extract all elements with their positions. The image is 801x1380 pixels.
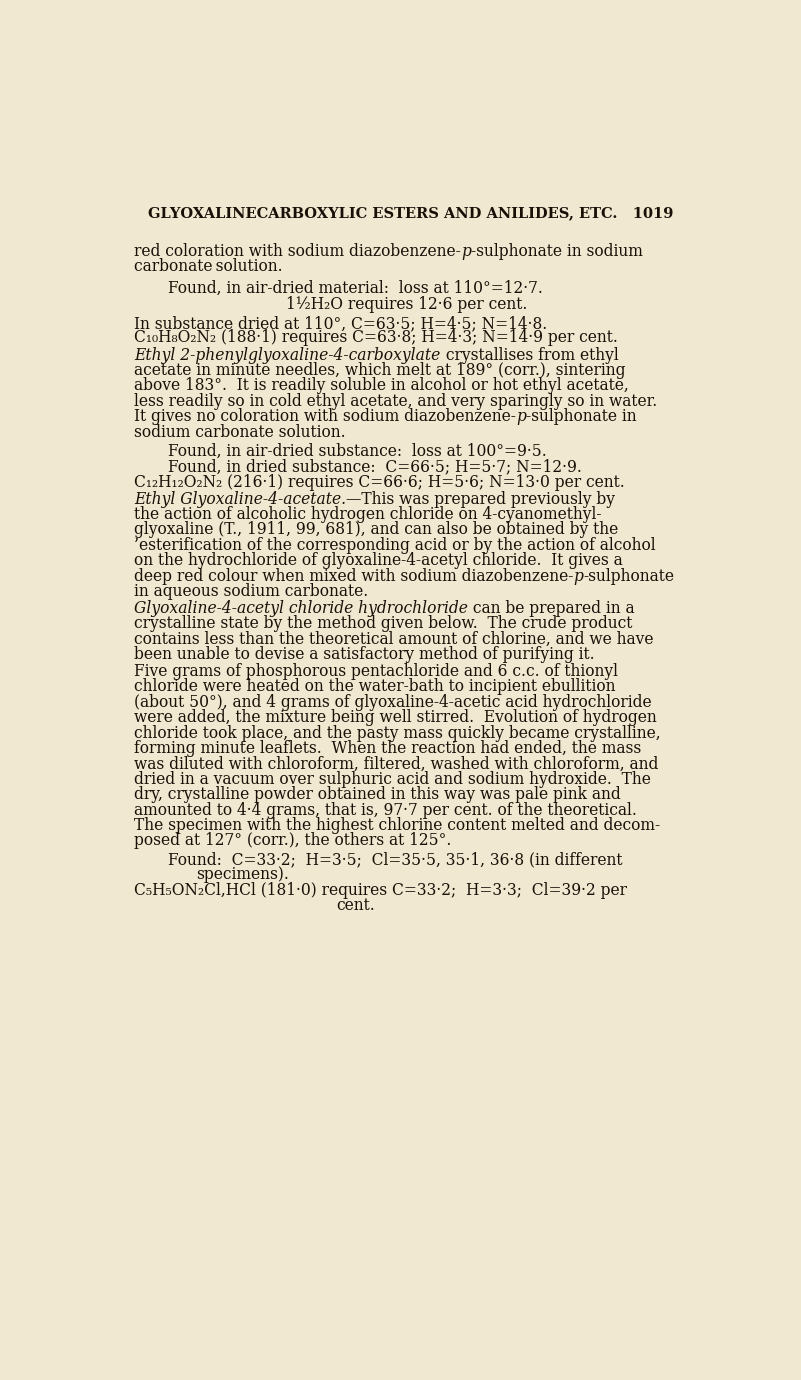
Text: The specimen with the highest chlorine content melted and decom-: The specimen with the highest chlorine c… — [135, 817, 660, 834]
Text: less readily so in cold ethyl acetate, and very sparingly so in water.: less readily so in cold ethyl acetate, a… — [135, 393, 658, 410]
Text: -sulphonate in: -sulphonate in — [526, 408, 637, 425]
Text: contains less than the theoretical amount of chlorine, and we have: contains less than the theoretical amoun… — [135, 631, 654, 647]
Text: dried in a vacuum over sulphuric acid and sodium hydroxide.  The: dried in a vacuum over sulphuric acid an… — [135, 771, 651, 788]
Text: Found:  C=33·2;  H=3·5;  Cl=35·5, 35·1, 36·8 (in different: Found: C=33·2; H=3·5; Cl=35·5, 35·1, 36·… — [168, 851, 623, 868]
Text: Five grams of phosphorous pentachloride and 6 c.c. of thionyl: Five grams of phosphorous pentachloride … — [135, 662, 618, 680]
Text: (about 50°), and 4 grams of glyoxaline-4-acetic acid hydrochloride: (about 50°), and 4 grams of glyoxaline-4… — [135, 694, 652, 711]
Text: can be prepared in a: can be prepared in a — [468, 600, 634, 617]
Text: forming minute leaflets.  When the reaction had ended, the mass: forming minute leaflets. When the reacti… — [135, 740, 642, 758]
Text: ’esterification of the corresponding acid or by the action of alcohol: ’esterification of the corresponding aci… — [135, 537, 656, 553]
Text: —This was prepared previously by: —This was prepared previously by — [346, 490, 615, 508]
Text: amounted to 4·4 grams, that is, 97·7 per cent. of the theoretical.: amounted to 4·4 grams, that is, 97·7 per… — [135, 802, 637, 818]
Text: crystalline state by the method given below.  The crude product: crystalline state by the method given be… — [135, 615, 633, 632]
Text: Found, in dried substance:  C=66·5; H=5·7; N=12·9.: Found, in dried substance: C=66·5; H=5·7… — [168, 458, 582, 475]
Text: C₁₂H₁₂O₂N₂ (216·1) requires C=66·6; H=5·6; N=13·0 per cent.: C₁₂H₁₂O₂N₂ (216·1) requires C=66·6; H=5·… — [135, 473, 625, 491]
Text: In substance dried at 110°, C=63·5; H=4·5; N=14·8.: In substance dried at 110°, C=63·5; H=4·… — [135, 315, 548, 333]
Text: red coloration with sodium diazobenzene-: red coloration with sodium diazobenzene- — [135, 243, 461, 259]
Text: C₅H₅ON₂Cl,HCl (181·0) requires C=33·2;  H=3·3;  Cl=39·2 per: C₅H₅ON₂Cl,HCl (181·0) requires C=33·2; H… — [135, 882, 627, 898]
Text: chloride were heated on the water-bath to incipient ebullition: chloride were heated on the water-bath t… — [135, 679, 616, 696]
Text: crystallises from ethyl: crystallises from ethyl — [441, 346, 618, 363]
Text: on the hydrochloride of glyoxaline-4-acetyl chloride.  It gives a: on the hydrochloride of glyoxaline-4-ace… — [135, 552, 623, 569]
Text: posed at 127° (corr.), the others at 125°.: posed at 127° (corr.), the others at 125… — [135, 832, 452, 850]
Text: cent.: cent. — [336, 897, 375, 914]
Text: C₁₀H₈O₂N₂ (188·1) requires C=63·8; H=4·3; N=14·9 per cent.: C₁₀H₈O₂N₂ (188·1) requires C=63·8; H=4·3… — [135, 328, 618, 346]
Text: deep red colour when mixed with sodium diazobenzene-: deep red colour when mixed with sodium d… — [135, 567, 574, 585]
Text: the action of alcoholic hydrogen chloride on 4-cyanomethyl-: the action of alcoholic hydrogen chlorid… — [135, 506, 602, 523]
Text: Found, in air-dried material:  loss at 110°=12·7.: Found, in air-dried material: loss at 11… — [168, 280, 543, 297]
Text: was diluted with chloroform, filtered, washed with chloroform, and: was diluted with chloroform, filtered, w… — [135, 755, 658, 773]
Text: -sulphonate: -sulphonate — [583, 567, 674, 585]
Text: p: p — [516, 408, 526, 425]
Text: GLYOXALINECARBOXYLIC ESTERS AND ANILIDES, ETC.   1019: GLYOXALINECARBOXYLIC ESTERS AND ANILIDES… — [148, 206, 673, 219]
Text: sodium carbonate solution.: sodium carbonate solution. — [135, 424, 346, 440]
Text: It gives no coloration with sodium diazobenzene-: It gives no coloration with sodium diazo… — [135, 408, 516, 425]
Text: were added, the mixture being well stirred.  Evolution of hydrogen: were added, the mixture being well stirr… — [135, 709, 657, 726]
Text: above 183°.  It is readily soluble in alcohol or hot ethyl acetate,: above 183°. It is readily soluble in alc… — [135, 377, 629, 395]
Text: Found, in air-dried substance:  loss at 100°=9·5.: Found, in air-dried substance: loss at 1… — [168, 443, 547, 460]
Text: 1½H₂O requires 12·6 per cent.: 1½H₂O requires 12·6 per cent. — [286, 297, 528, 313]
Text: p: p — [574, 567, 583, 585]
Text: acetate in minute needles, which melt at 189° (corr.), sintering: acetate in minute needles, which melt at… — [135, 362, 626, 380]
Text: Ethyl Glyoxaline-4-acetate.: Ethyl Glyoxaline-4-acetate. — [135, 490, 346, 508]
Text: p: p — [461, 243, 471, 259]
Text: -sulphonate in sodium: -sulphonate in sodium — [471, 243, 642, 259]
Text: dry, crystalline powder obtained in this way was pale pink and: dry, crystalline powder obtained in this… — [135, 787, 621, 803]
Text: Glyoxaline-4-acetyl chloride hydrochloride: Glyoxaline-4-acetyl chloride hydrochlori… — [135, 600, 468, 617]
Text: specimens).: specimens). — [196, 867, 289, 883]
Text: carbonate solution.: carbonate solution. — [135, 258, 283, 275]
Text: been unable to devise a satisfactory method of purifying it.: been unable to devise a satisfactory met… — [135, 646, 595, 662]
Text: glyoxaline (T., 1911, 99, 681), and can also be obtained by the: glyoxaline (T., 1911, 99, 681), and can … — [135, 522, 618, 538]
Text: in aqueous sodium carbonate.: in aqueous sodium carbonate. — [135, 582, 368, 600]
Text: chloride took place, and the pasty mass quickly became crystalline,: chloride took place, and the pasty mass … — [135, 724, 661, 741]
Text: Ethyl 2-phenylglyoxaline-4-carboxylate: Ethyl 2-phenylglyoxaline-4-carboxylate — [135, 346, 441, 363]
